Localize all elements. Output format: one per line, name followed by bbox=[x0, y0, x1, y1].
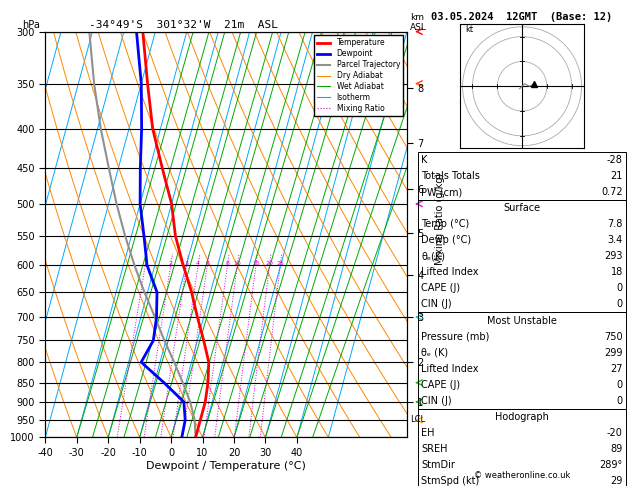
Text: 0: 0 bbox=[616, 299, 623, 310]
Text: Pressure (mb): Pressure (mb) bbox=[421, 331, 490, 342]
Text: 21: 21 bbox=[610, 171, 623, 181]
Text: 3: 3 bbox=[184, 261, 189, 266]
Text: 2: 2 bbox=[169, 261, 172, 266]
Text: 18: 18 bbox=[611, 267, 623, 278]
Text: StmDir: StmDir bbox=[421, 460, 455, 470]
Text: 10: 10 bbox=[233, 261, 241, 266]
Text: θₑ(K): θₑ(K) bbox=[421, 251, 445, 261]
Text: Dewp (°C): Dewp (°C) bbox=[421, 235, 472, 245]
Text: CIN (J): CIN (J) bbox=[421, 299, 452, 310]
Text: Hodograph: Hodograph bbox=[495, 412, 549, 422]
Text: CIN (J): CIN (J) bbox=[421, 396, 452, 406]
Text: 0: 0 bbox=[616, 396, 623, 406]
Text: θₑ (K): θₑ (K) bbox=[421, 347, 448, 358]
Text: 293: 293 bbox=[604, 251, 623, 261]
Text: Lifted Index: Lifted Index bbox=[421, 267, 479, 278]
Text: 0: 0 bbox=[616, 283, 623, 294]
Text: CAPE (J): CAPE (J) bbox=[421, 380, 460, 390]
Text: K: K bbox=[421, 155, 428, 165]
Text: Temp (°C): Temp (°C) bbox=[421, 219, 470, 229]
Text: -28: -28 bbox=[607, 155, 623, 165]
Text: 25: 25 bbox=[276, 261, 284, 266]
Text: Surface: Surface bbox=[503, 203, 541, 213]
Text: LCL: LCL bbox=[411, 415, 426, 424]
Text: 299: 299 bbox=[604, 347, 623, 358]
Text: Totals Totals: Totals Totals bbox=[421, 171, 481, 181]
Text: 29: 29 bbox=[610, 476, 623, 486]
Text: km: km bbox=[410, 13, 424, 22]
Text: 0: 0 bbox=[616, 380, 623, 390]
X-axis label: Dewpoint / Temperature (°C): Dewpoint / Temperature (°C) bbox=[146, 461, 306, 470]
Legend: Temperature, Dewpoint, Parcel Trajectory, Dry Adiabat, Wet Adiabat, Isotherm, Mi: Temperature, Dewpoint, Parcel Trajectory… bbox=[314, 35, 403, 116]
Text: PW (cm): PW (cm) bbox=[421, 187, 463, 197]
Text: 7.8: 7.8 bbox=[608, 219, 623, 229]
Text: 89: 89 bbox=[611, 444, 623, 454]
Text: -20: -20 bbox=[607, 428, 623, 438]
Text: Most Unstable: Most Unstable bbox=[487, 315, 557, 326]
Text: 8: 8 bbox=[225, 261, 230, 266]
Text: 5: 5 bbox=[205, 261, 209, 266]
Text: 1: 1 bbox=[143, 261, 147, 266]
Text: StmSpd (kt): StmSpd (kt) bbox=[421, 476, 480, 486]
Text: 20: 20 bbox=[265, 261, 274, 266]
Text: -34°49'S  301°32'W  21m  ASL: -34°49'S 301°32'W 21m ASL bbox=[89, 19, 277, 30]
Text: 15: 15 bbox=[252, 261, 260, 266]
Text: Lifted Index: Lifted Index bbox=[421, 364, 479, 374]
Text: hPa: hPa bbox=[22, 19, 40, 30]
Text: ASL: ASL bbox=[410, 22, 427, 32]
Text: 27: 27 bbox=[610, 364, 623, 374]
Text: 750: 750 bbox=[604, 331, 623, 342]
Text: © weatheronline.co.uk: © weatheronline.co.uk bbox=[474, 471, 571, 480]
Text: 289°: 289° bbox=[599, 460, 623, 470]
Text: 0.72: 0.72 bbox=[601, 187, 623, 197]
Text: CAPE (J): CAPE (J) bbox=[421, 283, 460, 294]
Text: 3.4: 3.4 bbox=[608, 235, 623, 245]
Text: 03.05.2024  12GMT  (Base: 12): 03.05.2024 12GMT (Base: 12) bbox=[431, 12, 613, 22]
Text: kt: kt bbox=[465, 25, 473, 34]
Text: Mixing Ratio (g/kg): Mixing Ratio (g/kg) bbox=[435, 173, 445, 265]
Text: EH: EH bbox=[421, 428, 435, 438]
Text: 4: 4 bbox=[196, 261, 200, 266]
Text: SREH: SREH bbox=[421, 444, 448, 454]
